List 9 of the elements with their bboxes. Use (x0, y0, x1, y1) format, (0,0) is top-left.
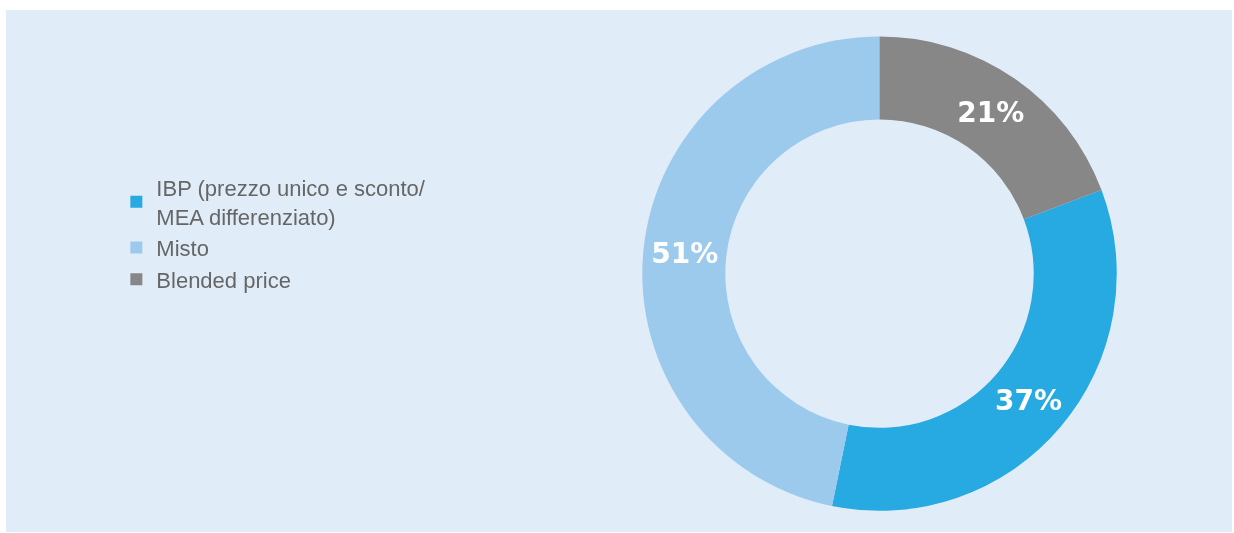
donut-slice (642, 36, 880, 507)
data-label: 51% (651, 237, 719, 271)
donut-slice (831, 189, 1117, 511)
donut-slice (879, 36, 1102, 220)
legend-label: IBP (prezzo unico e sconto/ MEA differenziato) (156, 175, 426, 230)
legend-label: Blended price (156, 267, 291, 293)
legend-label: Misto (156, 236, 209, 262)
data-label: 21% (957, 96, 1025, 130)
data-label: 37% (994, 384, 1062, 418)
